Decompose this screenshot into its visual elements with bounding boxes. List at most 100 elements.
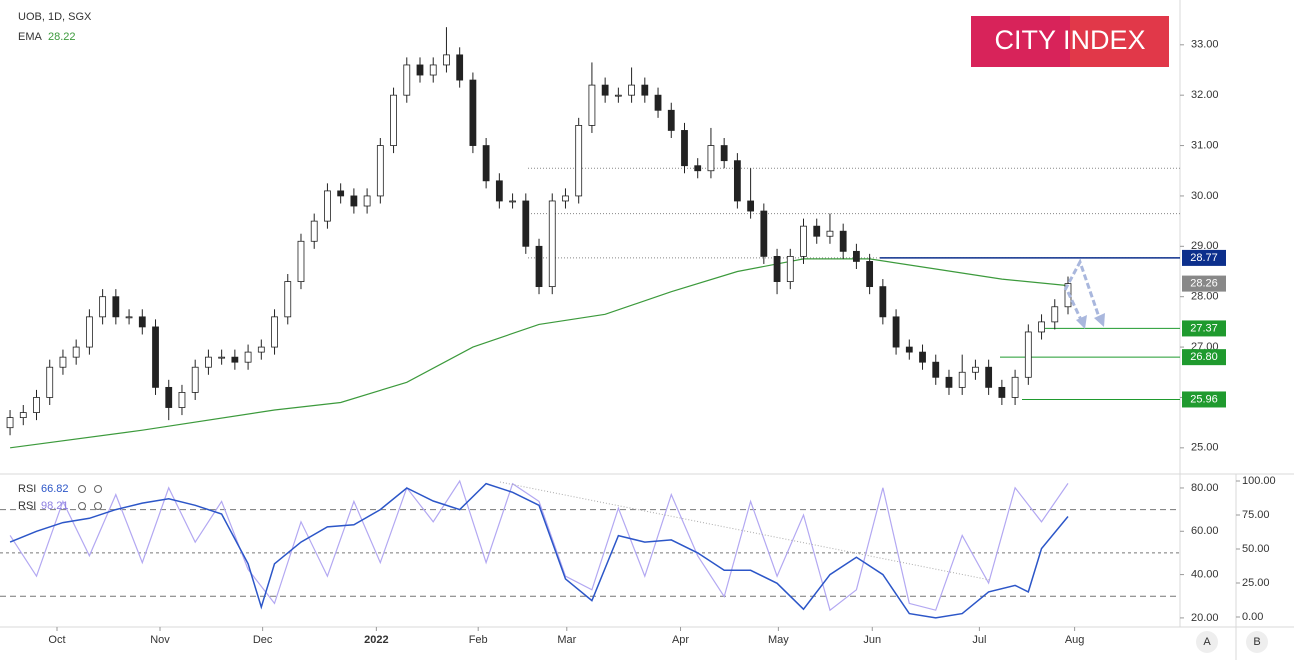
candle-body bbox=[575, 125, 583, 197]
candle-body bbox=[403, 64, 411, 96]
candle-body bbox=[482, 145, 490, 182]
candle-body bbox=[562, 195, 569, 202]
level-label: 28.77 bbox=[1190, 252, 1218, 264]
axis-button-label[interactable]: A bbox=[1203, 636, 1211, 648]
candle-body bbox=[826, 230, 834, 237]
candle-body bbox=[138, 316, 146, 328]
candle-body bbox=[932, 361, 940, 378]
y-tick-label: 25.00 bbox=[1191, 442, 1219, 454]
y-tick-label: 30.00 bbox=[1191, 190, 1219, 202]
candle-body bbox=[218, 356, 226, 359]
legend-value: 66.82 bbox=[41, 483, 69, 495]
candle-body bbox=[1038, 321, 1045, 333]
axis-button[interactable] bbox=[1196, 631, 1218, 653]
candle-body bbox=[879, 286, 887, 318]
candle-body bbox=[760, 210, 768, 257]
rsi-trendline bbox=[499, 481, 991, 581]
candle-body bbox=[191, 366, 199, 393]
candle-body bbox=[945, 376, 953, 388]
candle-body bbox=[509, 200, 516, 203]
candle-body bbox=[363, 195, 371, 207]
x-tick-label: 2022 bbox=[364, 634, 388, 646]
candle-body bbox=[257, 346, 265, 353]
candle-body bbox=[707, 145, 715, 172]
candle-body bbox=[495, 180, 503, 202]
candle-body bbox=[59, 356, 67, 368]
candle-body bbox=[681, 130, 688, 167]
candle-body bbox=[19, 412, 27, 419]
candle-body bbox=[456, 54, 464, 81]
candle-body bbox=[892, 316, 900, 348]
candle-body bbox=[6, 417, 14, 429]
y-tick-label: 40.00 bbox=[1191, 568, 1219, 580]
candle-body bbox=[99, 296, 107, 318]
x-tick-label: Nov bbox=[150, 634, 170, 646]
level-label: 26.80 bbox=[1190, 351, 1218, 363]
level-label: 27.37 bbox=[1190, 322, 1218, 334]
rsi-line bbox=[9, 479, 1069, 612]
x-tick-label: Apr bbox=[672, 634, 689, 646]
candle-body bbox=[390, 94, 397, 146]
candle-body bbox=[601, 84, 609, 96]
candle-body bbox=[324, 190, 331, 222]
candle-body bbox=[231, 356, 239, 363]
y2-tick-label: 75.00 bbox=[1242, 509, 1270, 521]
candle-body bbox=[310, 220, 318, 242]
candle-body bbox=[72, 346, 80, 358]
candle-body bbox=[46, 366, 54, 398]
candle-body bbox=[205, 356, 212, 368]
candle-body bbox=[641, 84, 649, 96]
arrow-heads bbox=[1076, 313, 1105, 329]
candle-body bbox=[614, 94, 622, 97]
axis-button[interactable] bbox=[1246, 631, 1268, 653]
legend-label: EMA bbox=[18, 31, 43, 43]
ema-line bbox=[10, 258, 1069, 449]
y2-tick-label: 50.00 bbox=[1242, 543, 1270, 555]
candle-body bbox=[416, 64, 424, 76]
legend-label: RSI bbox=[18, 500, 36, 512]
y2-tick-label: 0.00 bbox=[1242, 611, 1263, 623]
axis-button-label[interactable]: B bbox=[1253, 636, 1260, 648]
y2-tick-label: 100.00 bbox=[1242, 475, 1276, 487]
level-label-box bbox=[1182, 249, 1226, 266]
logo-gradient bbox=[1070, 16, 1169, 67]
candle-body bbox=[350, 195, 358, 207]
candle-body bbox=[985, 366, 993, 388]
candle-body bbox=[152, 326, 159, 388]
candle-body bbox=[628, 84, 635, 96]
rsi-line bbox=[9, 482, 1069, 619]
candle-body bbox=[786, 255, 794, 282]
candle-body bbox=[337, 190, 345, 197]
candle-body bbox=[813, 225, 821, 237]
candle-body bbox=[548, 200, 556, 288]
candle-body bbox=[85, 316, 93, 348]
y2-tick-label: 25.00 bbox=[1242, 577, 1270, 589]
x-tick-label: Dec bbox=[253, 634, 273, 646]
level-label-box bbox=[1182, 320, 1226, 337]
level-label-box bbox=[1182, 349, 1226, 366]
candle-body bbox=[839, 230, 847, 252]
candle-body bbox=[244, 351, 252, 363]
x-tick-label: Jul bbox=[972, 634, 986, 646]
candle-body bbox=[747, 200, 755, 212]
legend-value: 98.21 bbox=[41, 500, 69, 512]
candle-body bbox=[33, 397, 40, 413]
y-tick-label: 29.00 bbox=[1191, 240, 1219, 252]
y-tick-label: 31.00 bbox=[1191, 139, 1219, 151]
candle-body bbox=[443, 54, 450, 66]
legend-label: RSI bbox=[18, 483, 36, 495]
candle-body bbox=[694, 165, 702, 172]
candle-body bbox=[522, 200, 530, 247]
candle-body bbox=[112, 296, 120, 318]
candle-body bbox=[654, 94, 662, 111]
candle-body bbox=[376, 145, 384, 197]
y-tick-label: 60.00 bbox=[1191, 525, 1219, 537]
candle-body bbox=[1051, 306, 1059, 323]
legend-value: 28.22 bbox=[48, 31, 76, 43]
candle-body bbox=[733, 160, 741, 202]
y-tick-label: 32.00 bbox=[1191, 89, 1219, 101]
x-tick-label: Oct bbox=[48, 634, 65, 646]
candle-body bbox=[271, 316, 278, 348]
candle-body bbox=[720, 145, 728, 162]
